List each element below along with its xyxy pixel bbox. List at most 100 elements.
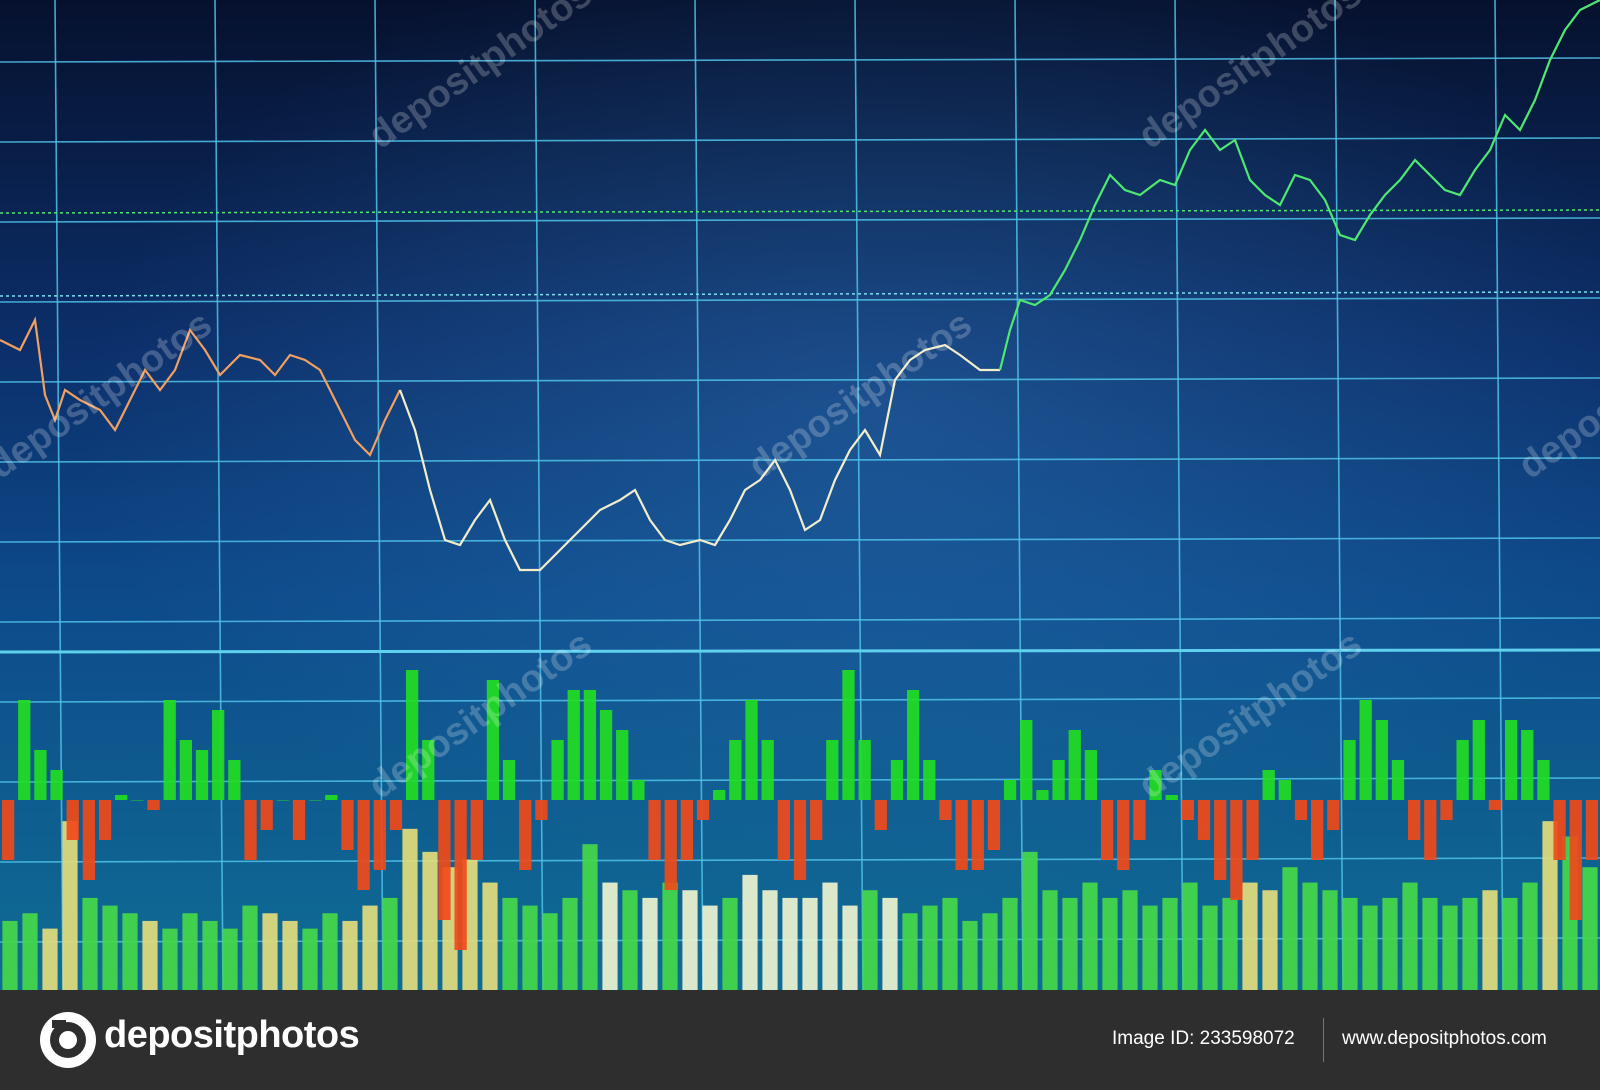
level-line bbox=[0, 209, 1600, 214]
image-id: Image ID: 233598072 bbox=[1112, 1028, 1295, 1049]
volume-bar bbox=[1402, 882, 1418, 990]
oscillator-bar bbox=[1359, 700, 1372, 800]
oscillator-bar bbox=[729, 740, 742, 800]
oscillator-bar bbox=[890, 760, 904, 800]
oscillator-bar bbox=[309, 800, 322, 801]
volume-bar bbox=[802, 897, 818, 990]
oscillator-bar bbox=[1278, 780, 1291, 800]
oscillator-bar bbox=[1068, 730, 1081, 800]
oscillator-bar bbox=[680, 800, 694, 860]
volume-bar bbox=[382, 897, 398, 990]
volume-bar bbox=[242, 905, 258, 990]
volume-bar bbox=[1342, 897, 1358, 990]
volume-bar bbox=[982, 913, 998, 990]
oscillator-bar bbox=[664, 800, 677, 890]
grid-line-horizontal bbox=[0, 457, 1600, 463]
volume-bar bbox=[1362, 905, 1378, 990]
grid-line-vertical bbox=[694, 0, 704, 990]
volume-bar bbox=[1322, 890, 1338, 990]
oscillator-bar bbox=[470, 800, 483, 860]
oscillator-bar bbox=[599, 710, 613, 800]
volume-bar bbox=[882, 897, 898, 990]
volume-bar bbox=[1042, 890, 1058, 990]
oscillator-bar bbox=[1408, 800, 1421, 840]
volume-bar bbox=[1582, 867, 1598, 990]
grid-line-horizontal bbox=[0, 57, 1600, 63]
grid-line-vertical bbox=[534, 0, 544, 990]
oscillator-bar bbox=[389, 800, 403, 830]
volume-bar bbox=[42, 928, 58, 990]
oscillator-bar bbox=[616, 730, 629, 800]
volume-bar bbox=[1202, 905, 1218, 990]
volume-bar bbox=[162, 928, 178, 990]
oscillator-bar bbox=[1133, 800, 1146, 840]
oscillator-bar bbox=[1311, 800, 1324, 860]
volume-bar bbox=[942, 897, 958, 990]
volume-bar bbox=[562, 897, 578, 990]
oscillator-bar bbox=[1585, 800, 1599, 860]
footer: depositphotos Image ID: 233598072 www.de… bbox=[0, 990, 1600, 1090]
volume-bar bbox=[1082, 882, 1098, 990]
volume-bar bbox=[522, 905, 538, 990]
oscillator-bar bbox=[987, 800, 1001, 850]
oscillator-bar bbox=[195, 750, 209, 800]
oscillator-bar bbox=[567, 690, 580, 800]
volume-bar bbox=[502, 897, 518, 990]
grid-line-horizontal bbox=[0, 377, 1600, 383]
volume-bar bbox=[742, 874, 758, 990]
oscillator-bar bbox=[1149, 770, 1162, 800]
separator bbox=[1323, 1018, 1324, 1062]
oscillator-bar bbox=[1230, 800, 1243, 900]
site-url[interactable]: www.depositphotos.com bbox=[1342, 1028, 1547, 1049]
volume-bar bbox=[1522, 882, 1538, 990]
volume-bar bbox=[922, 905, 938, 990]
logo-icon bbox=[40, 1012, 96, 1068]
oscillator-bar bbox=[373, 800, 386, 870]
oscillator-bar bbox=[745, 700, 758, 800]
oscillator-bar bbox=[874, 800, 887, 830]
plots bbox=[0, 0, 1600, 990]
volume-bar bbox=[22, 913, 38, 990]
volume-bar bbox=[1182, 882, 1198, 990]
volume-bar bbox=[1502, 897, 1518, 990]
oscillator-bar bbox=[955, 800, 968, 870]
oscillator-bar bbox=[551, 740, 564, 800]
oscillator-bar bbox=[939, 800, 952, 820]
oscillator-bar bbox=[1, 800, 15, 860]
volume-bar bbox=[222, 928, 238, 990]
volume-bar bbox=[1282, 867, 1298, 990]
volume-bar bbox=[1242, 882, 1258, 990]
oscillator-bar bbox=[1488, 800, 1502, 810]
oscillator-bar bbox=[244, 800, 257, 860]
oscillator-bar bbox=[826, 740, 839, 800]
oscillator-bar bbox=[454, 800, 467, 950]
oscillator-bar bbox=[696, 800, 710, 820]
volume-bar bbox=[1262, 890, 1278, 990]
volume-bar bbox=[662, 882, 678, 990]
volume-bar bbox=[1442, 905, 1458, 990]
oscillator-bar bbox=[18, 700, 31, 800]
oscillator-bar bbox=[842, 670, 855, 800]
oscillator-bar bbox=[163, 700, 176, 800]
grid-line-horizontal bbox=[0, 137, 1600, 143]
oscillator-bar bbox=[438, 800, 451, 920]
oscillator-bar bbox=[1036, 790, 1049, 800]
oscillator-bar bbox=[1521, 730, 1534, 800]
grid-line-vertical bbox=[214, 0, 224, 990]
oscillator-bar bbox=[1214, 800, 1227, 880]
brand: depositphotos bbox=[104, 1014, 360, 1056]
price-line bbox=[398, 343, 1000, 572]
oscillator-bar bbox=[1375, 720, 1388, 800]
volume-bar bbox=[1382, 897, 1398, 990]
volume-bar bbox=[402, 828, 418, 990]
oscillator-bar bbox=[1181, 800, 1195, 820]
oscillator-bar bbox=[276, 800, 289, 801]
oscillator-bar bbox=[1456, 740, 1469, 800]
oscillator-bar bbox=[1327, 800, 1340, 830]
volume-bar bbox=[702, 905, 718, 990]
volume-bar bbox=[1482, 890, 1498, 990]
oscillator-bar bbox=[325, 795, 338, 800]
volume-bar bbox=[622, 890, 638, 990]
oscillator-bar bbox=[777, 800, 790, 860]
